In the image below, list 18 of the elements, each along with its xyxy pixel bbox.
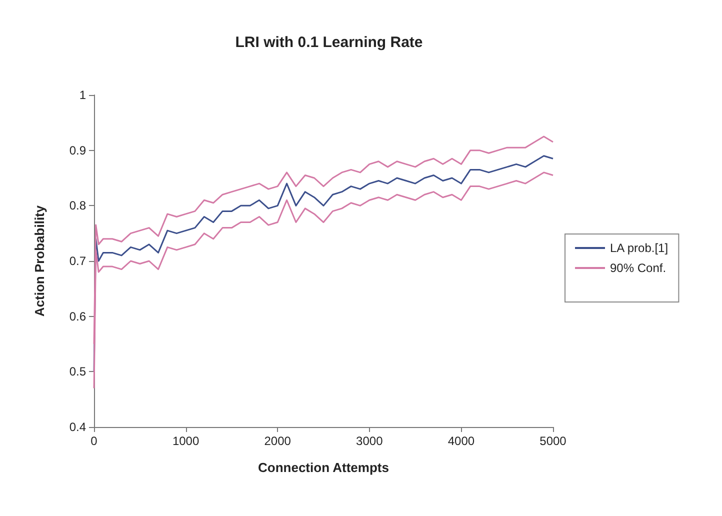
chart-title: LRI with 0.1 Learning Rate bbox=[235, 34, 423, 51]
x-tick-label: 4000 bbox=[448, 434, 475, 448]
x-axis-title: Connection Attempts bbox=[258, 460, 389, 475]
x-tick-label: 0 bbox=[90, 434, 98, 448]
y-axis-title: Action Probability bbox=[32, 204, 47, 317]
legend-label: 90% Conf. bbox=[610, 261, 666, 275]
x-tick-label: 3000 bbox=[356, 434, 384, 448]
x-tick-label: 1000 bbox=[172, 434, 200, 448]
y-tick-label: 0.5 bbox=[69, 364, 86, 379]
y-tick-label: 0.8 bbox=[69, 198, 86, 213]
y-tick-label: 1 bbox=[79, 88, 86, 102]
legend-label: LA prob.[1] bbox=[610, 241, 668, 255]
y-tick-label: 0.7 bbox=[69, 254, 86, 268]
x-tick-label: 5000 bbox=[540, 434, 567, 448]
y-tick-label: 0.9 bbox=[69, 143, 86, 158]
y-tick-label: 0.6 bbox=[69, 309, 86, 324]
x-tick-label: 2000 bbox=[264, 434, 292, 448]
y-tick-label: 0.4 bbox=[69, 420, 86, 434]
